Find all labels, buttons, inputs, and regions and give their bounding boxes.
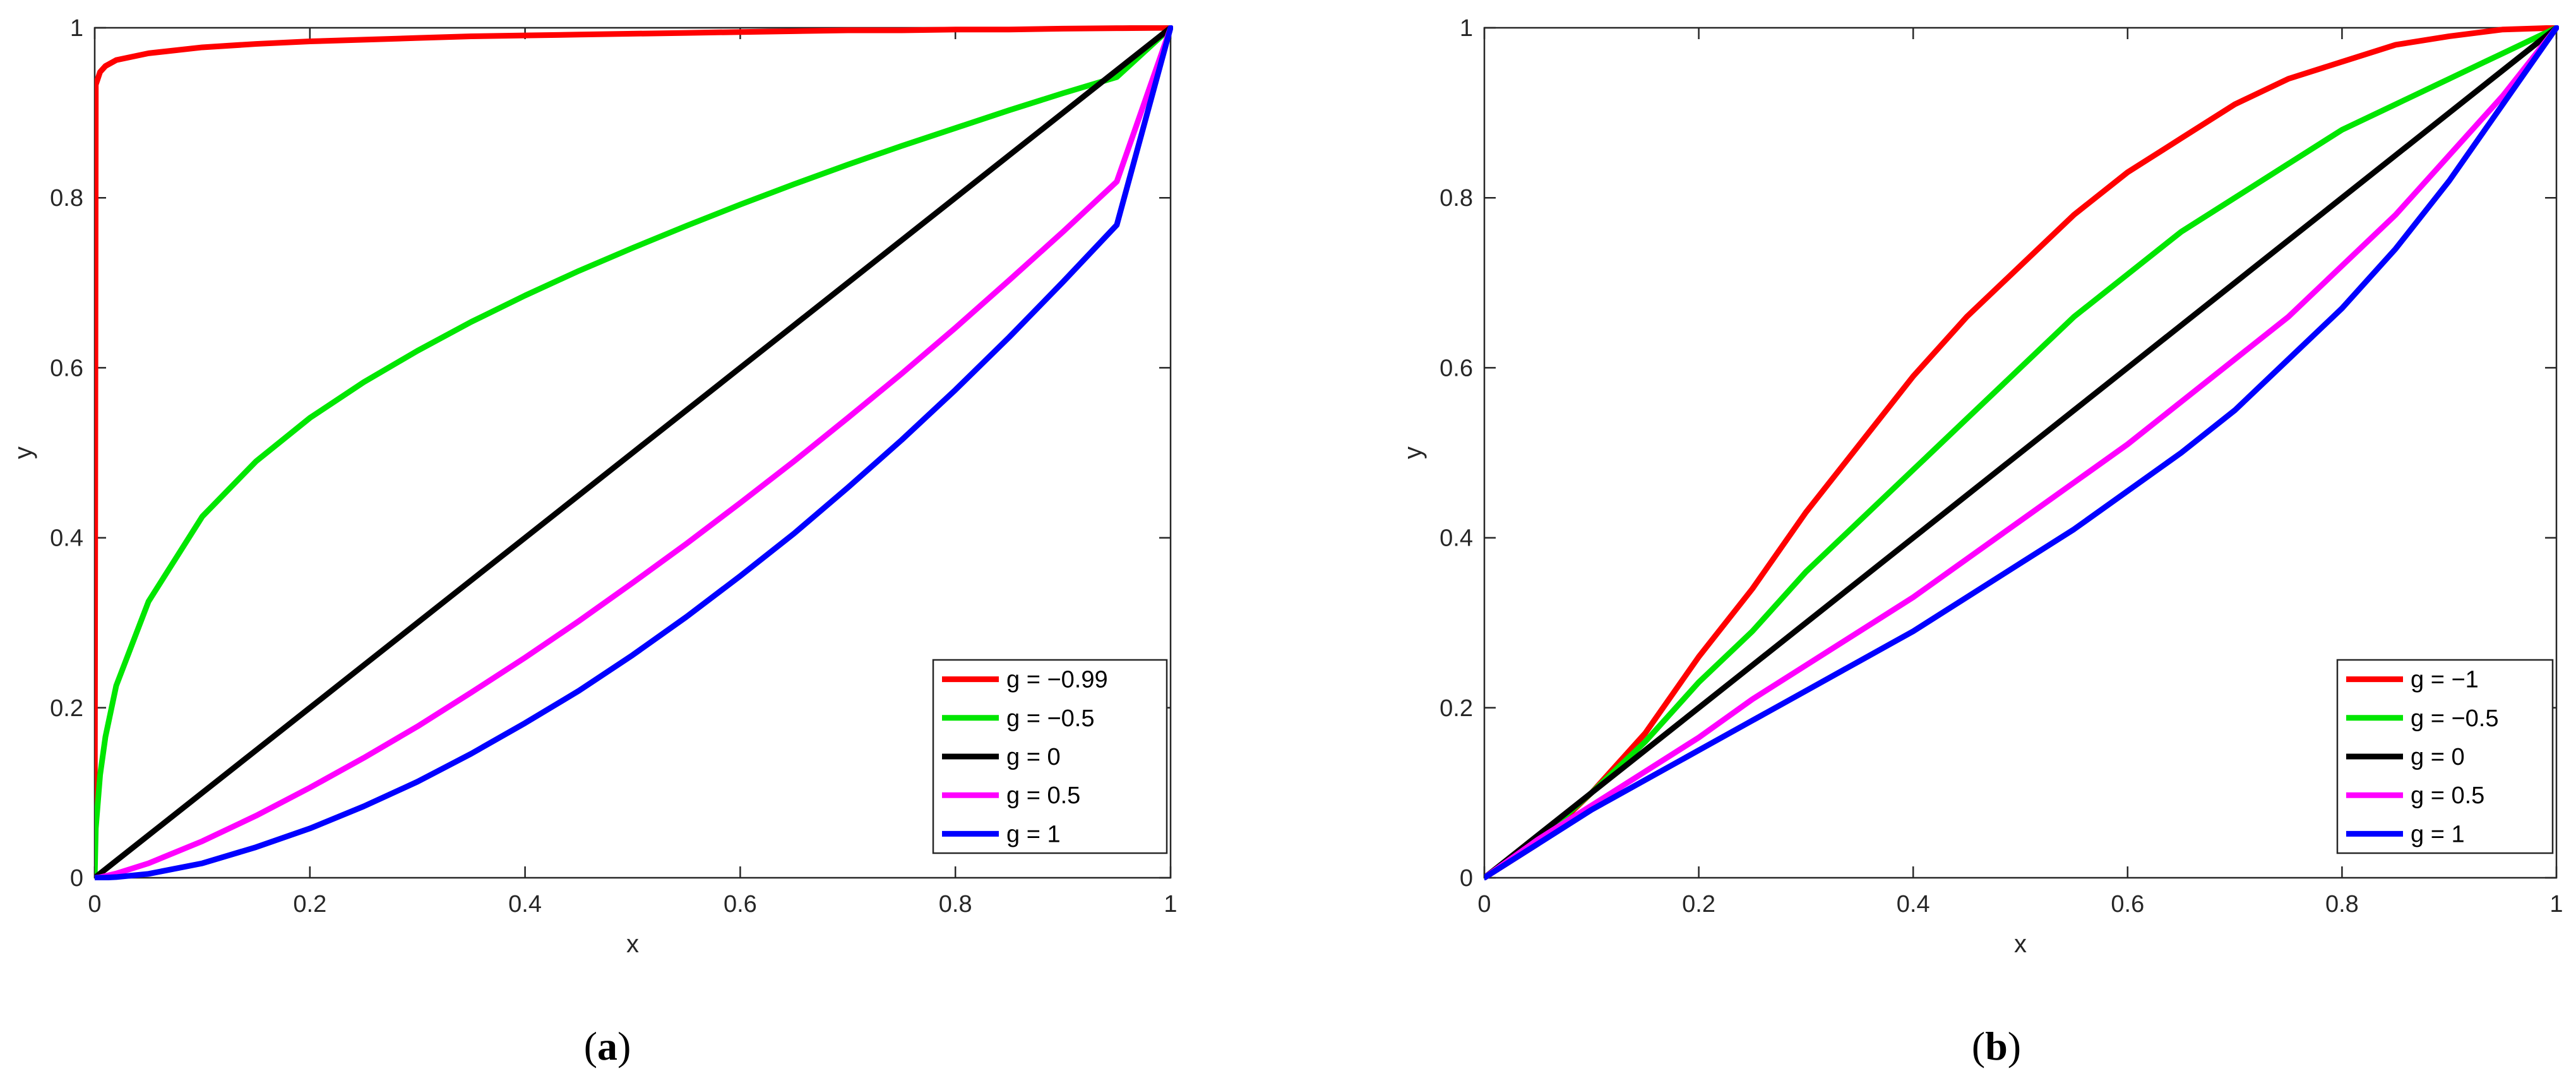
series-line-4 (1484, 25, 2559, 880)
series-line-4 (95, 25, 1173, 880)
legend-label: g = 0 (2411, 744, 2465, 770)
y-axis-label: y (9, 446, 37, 459)
y-tick-label: 0.4 (50, 525, 83, 552)
series-line-2 (95, 25, 1173, 880)
legend-label: g = 0.5 (1006, 782, 1080, 809)
chart-a: 0 0.2 0.4 0.6 0.8 1 0 0.2 0.4 0.6 0.8 1 x y g = −0.99 g… (9, 15, 1178, 1068)
y-tick-label: 0.2 (1440, 695, 1473, 722)
y-tick-label: 0.8 (1440, 185, 1473, 212)
y-tick-label: 0.4 (1440, 525, 1473, 552)
y-tick-label: 0 (1460, 865, 1473, 892)
legend-label: g = 1 (1006, 821, 1061, 847)
x-axis-label: x (626, 930, 639, 958)
y-tick-label: 0.2 (50, 695, 83, 722)
legend-label: g = 1 (2411, 821, 2465, 847)
legend-label: g = −0.5 (2411, 705, 2498, 732)
legend-label: g = −0.5 (1006, 705, 1094, 732)
y-tick-label: 1 (70, 15, 83, 42)
series-line-0 (95, 25, 1173, 880)
y-tick-label: 0.6 (1440, 355, 1473, 381)
x-tick-label: 0 (88, 891, 101, 918)
series-line-0 (1484, 25, 2559, 880)
x-tick-label: 0.4 (1897, 891, 1930, 918)
y-tick-label: 0.6 (50, 355, 83, 381)
legend-label: g = −0.99 (1006, 667, 1108, 693)
x-tick-label: 1 (1164, 891, 1177, 918)
x-tick-label: 0.6 (724, 891, 757, 918)
y-tick-label: 0 (70, 865, 83, 892)
y-tick-label: 0.8 (50, 185, 83, 212)
legend-label: g = 0 (1006, 744, 1061, 770)
y-axis-label: y (1399, 446, 1427, 459)
y-tick-label: 1 (1460, 15, 1473, 42)
series-line-3 (95, 25, 1173, 880)
series-line-3 (1484, 25, 2559, 880)
x-tick-label: 1 (2549, 891, 2563, 918)
x-tick-label: 0.8 (2325, 891, 2359, 918)
x-tick-label: 0.4 (508, 891, 542, 918)
legend-label: g = 0.5 (2411, 782, 2484, 809)
x-tick-label: 0.8 (939, 891, 972, 918)
x-tick-label: 0.2 (293, 891, 326, 918)
legend-label: g = −1 (2411, 667, 2479, 693)
chart-b: 0 0.2 0.4 0.6 0.8 1 0 0.2 0.4 0.6 0.8 1 x y g = −1 g = … (1399, 15, 2563, 1068)
x-axis-label: x (2014, 930, 2027, 958)
subfigure-caption: (b) (1972, 1024, 2021, 1068)
x-tick-label: 0 (1477, 891, 1491, 918)
subfigure-caption: (a) (584, 1024, 631, 1068)
series-line-1 (95, 25, 1173, 880)
x-tick-label: 0.2 (1682, 891, 1715, 918)
series-line-1 (1484, 25, 2559, 880)
x-tick-label: 0.6 (2111, 891, 2144, 918)
series-line-2 (1484, 25, 2559, 880)
